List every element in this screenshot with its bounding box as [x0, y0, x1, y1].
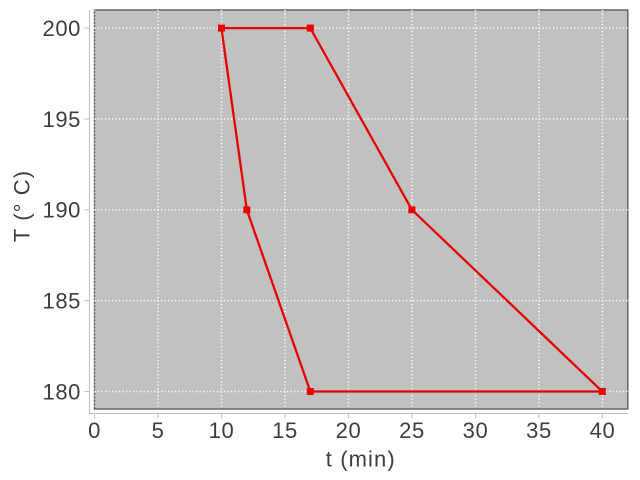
svg-text:190: 190: [42, 198, 81, 223]
svg-text:25: 25: [399, 418, 425, 443]
svg-text:200: 200: [42, 16, 81, 41]
svg-text:35: 35: [526, 418, 552, 443]
svg-text:30: 30: [463, 418, 489, 443]
svg-text:15: 15: [272, 418, 298, 443]
svg-text:40: 40: [590, 418, 616, 443]
svg-text:185: 185: [42, 289, 81, 314]
svg-text:195: 195: [42, 107, 81, 132]
svg-text:T (° C): T (° C): [10, 170, 35, 242]
svg-text:t (min): t (min): [326, 447, 396, 472]
svg-text:5: 5: [152, 418, 165, 443]
svg-text:10: 10: [209, 418, 235, 443]
svg-text:180: 180: [42, 379, 81, 404]
svg-text:0: 0: [88, 418, 101, 443]
svg-text:20: 20: [336, 418, 362, 443]
